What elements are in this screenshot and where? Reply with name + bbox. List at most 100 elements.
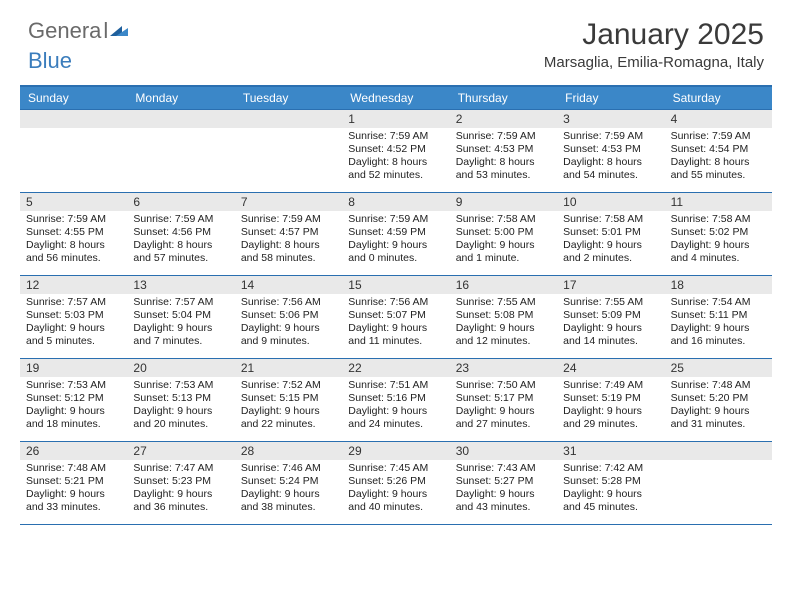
week-row: 1Sunrise: 7:59 AMSunset: 4:52 PMDaylight… <box>20 109 772 192</box>
daylight-text: Daylight: 9 hours and 0 minutes. <box>348 239 443 265</box>
sunrise-text: Sunrise: 7:53 AM <box>133 379 228 392</box>
daylight-text: Daylight: 9 hours and 9 minutes. <box>241 322 336 348</box>
daylight-text: Daylight: 9 hours and 33 minutes. <box>26 488 121 514</box>
calendar-cell: 4Sunrise: 7:59 AMSunset: 4:54 PMDaylight… <box>665 110 772 192</box>
cell-body: Sunrise: 7:52 AMSunset: 5:15 PMDaylight:… <box>235 377 342 436</box>
day-header: Friday <box>557 87 664 109</box>
cell-body: Sunrise: 7:50 AMSunset: 5:17 PMDaylight:… <box>450 377 557 436</box>
calendar-cell: 28Sunrise: 7:46 AMSunset: 5:24 PMDayligh… <box>235 442 342 524</box>
cell-body: Sunrise: 7:51 AMSunset: 5:16 PMDaylight:… <box>342 377 449 436</box>
sunset-text: Sunset: 5:07 PM <box>348 309 443 322</box>
day-number: 23 <box>450 359 557 377</box>
daylight-text: Daylight: 9 hours and 43 minutes. <box>456 488 551 514</box>
day-header: Saturday <box>665 87 772 109</box>
logo: General <box>28 18 130 44</box>
sunset-text: Sunset: 5:19 PM <box>563 392 658 405</box>
sunrise-text: Sunrise: 7:48 AM <box>26 462 121 475</box>
calendar-cell: 16Sunrise: 7:55 AMSunset: 5:08 PMDayligh… <box>450 276 557 358</box>
sunrise-text: Sunrise: 7:59 AM <box>26 213 121 226</box>
sunset-text: Sunset: 5:15 PM <box>241 392 336 405</box>
day-number: 8 <box>342 193 449 211</box>
sunset-text: Sunset: 4:52 PM <box>348 143 443 156</box>
calendar-cell: 7Sunrise: 7:59 AMSunset: 4:57 PMDaylight… <box>235 193 342 275</box>
daylight-text: Daylight: 9 hours and 18 minutes. <box>26 405 121 431</box>
calendar-cell: 3Sunrise: 7:59 AMSunset: 4:53 PMDaylight… <box>557 110 664 192</box>
calendar-cell: 9Sunrise: 7:58 AMSunset: 5:00 PMDaylight… <box>450 193 557 275</box>
day-number <box>127 110 234 128</box>
sunrise-text: Sunrise: 7:59 AM <box>671 130 766 143</box>
day-number: 30 <box>450 442 557 460</box>
day-number: 4 <box>665 110 772 128</box>
calendar-cell: 23Sunrise: 7:50 AMSunset: 5:17 PMDayligh… <box>450 359 557 441</box>
sunrise-text: Sunrise: 7:55 AM <box>563 296 658 309</box>
daylight-text: Daylight: 9 hours and 38 minutes. <box>241 488 336 514</box>
daylight-text: Daylight: 9 hours and 5 minutes. <box>26 322 121 348</box>
cell-body: Sunrise: 7:43 AMSunset: 5:27 PMDaylight:… <box>450 460 557 519</box>
cell-body <box>235 128 342 188</box>
daylight-text: Daylight: 9 hours and 45 minutes. <box>563 488 658 514</box>
day-header: Wednesday <box>342 87 449 109</box>
calendar-cell: 22Sunrise: 7:51 AMSunset: 5:16 PMDayligh… <box>342 359 449 441</box>
cell-body: Sunrise: 7:46 AMSunset: 5:24 PMDaylight:… <box>235 460 342 519</box>
cell-body: Sunrise: 7:53 AMSunset: 5:12 PMDaylight:… <box>20 377 127 436</box>
daylight-text: Daylight: 9 hours and 4 minutes. <box>671 239 766 265</box>
day-number: 6 <box>127 193 234 211</box>
cell-body: Sunrise: 7:57 AMSunset: 5:03 PMDaylight:… <box>20 294 127 353</box>
sunset-text: Sunset: 4:55 PM <box>26 226 121 239</box>
sunrise-text: Sunrise: 7:59 AM <box>133 213 228 226</box>
day-number: 12 <box>20 276 127 294</box>
day-number: 20 <box>127 359 234 377</box>
sunset-text: Sunset: 5:24 PM <box>241 475 336 488</box>
calendar-cell: 13Sunrise: 7:57 AMSunset: 5:04 PMDayligh… <box>127 276 234 358</box>
cell-body: Sunrise: 7:58 AMSunset: 5:02 PMDaylight:… <box>665 211 772 270</box>
sunset-text: Sunset: 5:11 PM <box>671 309 766 322</box>
daylight-text: Daylight: 9 hours and 11 minutes. <box>348 322 443 348</box>
cell-body: Sunrise: 7:57 AMSunset: 5:04 PMDaylight:… <box>127 294 234 353</box>
cell-body: Sunrise: 7:59 AMSunset: 4:53 PMDaylight:… <box>450 128 557 187</box>
day-number <box>20 110 127 128</box>
day-number: 17 <box>557 276 664 294</box>
cell-body: Sunrise: 7:59 AMSunset: 4:59 PMDaylight:… <box>342 211 449 270</box>
daylight-text: Daylight: 9 hours and 16 minutes. <box>671 322 766 348</box>
cell-body: Sunrise: 7:59 AMSunset: 4:57 PMDaylight:… <box>235 211 342 270</box>
calendar-cell: 19Sunrise: 7:53 AMSunset: 5:12 PMDayligh… <box>20 359 127 441</box>
cell-body: Sunrise: 7:45 AMSunset: 5:26 PMDaylight:… <box>342 460 449 519</box>
calendar-cell <box>235 110 342 192</box>
calendar-cell: 10Sunrise: 7:58 AMSunset: 5:01 PMDayligh… <box>557 193 664 275</box>
cell-body: Sunrise: 7:59 AMSunset: 4:53 PMDaylight:… <box>557 128 664 187</box>
cell-body: Sunrise: 7:55 AMSunset: 5:09 PMDaylight:… <box>557 294 664 353</box>
calendar-cell: 8Sunrise: 7:59 AMSunset: 4:59 PMDaylight… <box>342 193 449 275</box>
sunset-text: Sunset: 4:57 PM <box>241 226 336 239</box>
day-number: 5 <box>20 193 127 211</box>
day-number: 31 <box>557 442 664 460</box>
sunrise-text: Sunrise: 7:58 AM <box>563 213 658 226</box>
daylight-text: Daylight: 9 hours and 2 minutes. <box>563 239 658 265</box>
sunset-text: Sunset: 4:56 PM <box>133 226 228 239</box>
sunrise-text: Sunrise: 7:55 AM <box>456 296 551 309</box>
cell-body: Sunrise: 7:54 AMSunset: 5:11 PMDaylight:… <box>665 294 772 353</box>
sunset-text: Sunset: 5:01 PM <box>563 226 658 239</box>
sunrise-text: Sunrise: 7:59 AM <box>563 130 658 143</box>
cell-body: Sunrise: 7:48 AMSunset: 5:20 PMDaylight:… <box>665 377 772 436</box>
day-number: 2 <box>450 110 557 128</box>
sunrise-text: Sunrise: 7:47 AM <box>133 462 228 475</box>
day-header: Thursday <box>450 87 557 109</box>
daylight-text: Daylight: 9 hours and 7 minutes. <box>133 322 228 348</box>
sunrise-text: Sunrise: 7:51 AM <box>348 379 443 392</box>
cell-body: Sunrise: 7:59 AMSunset: 4:56 PMDaylight:… <box>127 211 234 270</box>
sunset-text: Sunset: 5:08 PM <box>456 309 551 322</box>
sunset-text: Sunset: 5:00 PM <box>456 226 551 239</box>
week-row: 5Sunrise: 7:59 AMSunset: 4:55 PMDaylight… <box>20 192 772 275</box>
cell-body: Sunrise: 7:59 AMSunset: 4:55 PMDaylight:… <box>20 211 127 270</box>
sunset-text: Sunset: 5:06 PM <box>241 309 336 322</box>
calendar-cell: 1Sunrise: 7:59 AMSunset: 4:52 PMDaylight… <box>342 110 449 192</box>
daylight-text: Daylight: 8 hours and 56 minutes. <box>26 239 121 265</box>
sunset-text: Sunset: 5:02 PM <box>671 226 766 239</box>
sunrise-text: Sunrise: 7:50 AM <box>456 379 551 392</box>
calendar-cell: 27Sunrise: 7:47 AMSunset: 5:23 PMDayligh… <box>127 442 234 524</box>
logo-blue-text: Blue <box>28 48 72 73</box>
cell-body: Sunrise: 7:42 AMSunset: 5:28 PMDaylight:… <box>557 460 664 519</box>
calendar-cell: 20Sunrise: 7:53 AMSunset: 5:13 PMDayligh… <box>127 359 234 441</box>
day-number: 7 <box>235 193 342 211</box>
calendar-cell: 2Sunrise: 7:59 AMSunset: 4:53 PMDaylight… <box>450 110 557 192</box>
